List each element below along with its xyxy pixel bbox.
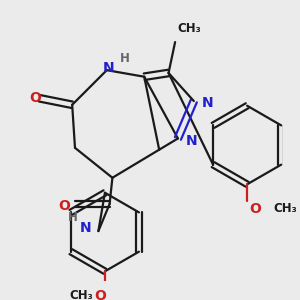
Text: N: N	[103, 61, 115, 75]
Text: O: O	[249, 202, 261, 216]
Text: N: N	[185, 134, 197, 148]
Text: O: O	[29, 91, 41, 105]
Text: N: N	[201, 96, 213, 110]
Text: N: N	[79, 221, 91, 235]
Text: H: H	[68, 212, 78, 224]
Text: O: O	[58, 199, 70, 213]
Text: H: H	[120, 52, 130, 65]
Text: CH₃: CH₃	[273, 202, 297, 215]
Text: CH₃: CH₃	[69, 289, 93, 300]
Text: CH₃: CH₃	[177, 22, 201, 34]
Text: O: O	[94, 289, 106, 300]
